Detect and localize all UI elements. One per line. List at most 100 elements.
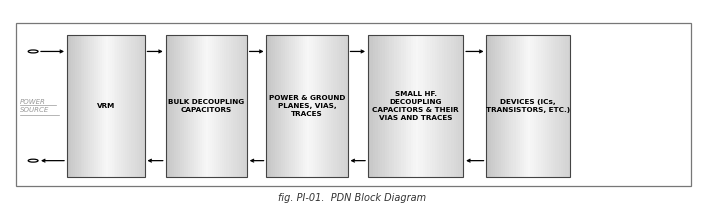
Bar — [221, 35, 223, 177]
Bar — [323, 35, 326, 177]
Bar — [333, 35, 336, 177]
Bar — [196, 35, 199, 177]
Bar — [178, 35, 180, 177]
Bar — [499, 35, 501, 177]
Bar — [442, 35, 444, 177]
Bar — [170, 35, 172, 177]
Bar — [411, 35, 414, 177]
Bar — [497, 35, 499, 177]
Bar — [121, 35, 123, 177]
Bar — [237, 35, 239, 177]
Bar — [458, 35, 461, 177]
Bar — [505, 35, 508, 177]
Bar — [486, 35, 570, 177]
Bar — [430, 35, 433, 177]
Bar — [404, 35, 406, 177]
Bar — [437, 35, 440, 177]
Bar — [108, 35, 110, 177]
Bar — [285, 35, 287, 177]
Bar — [495, 35, 497, 177]
Bar — [77, 35, 79, 177]
Bar — [392, 35, 395, 177]
Bar — [513, 35, 516, 177]
Bar — [565, 35, 568, 177]
Bar — [561, 35, 564, 177]
Bar — [321, 35, 324, 177]
Bar — [275, 35, 277, 177]
Bar — [273, 35, 275, 177]
Bar — [399, 35, 402, 177]
Bar — [451, 35, 454, 177]
Bar — [86, 35, 89, 177]
Bar — [420, 35, 423, 177]
Bar — [202, 35, 204, 177]
Bar — [141, 35, 143, 177]
Bar — [563, 35, 566, 177]
Bar — [343, 35, 346, 177]
Bar — [524, 35, 527, 177]
Bar — [491, 35, 493, 177]
Bar — [539, 35, 541, 177]
Bar — [319, 35, 321, 177]
Bar — [180, 35, 182, 177]
Bar — [401, 35, 404, 177]
Bar — [226, 35, 229, 177]
Bar — [368, 35, 463, 177]
Bar — [557, 35, 560, 177]
Bar — [67, 35, 145, 177]
Bar — [283, 35, 285, 177]
Bar — [301, 35, 303, 177]
Bar — [559, 35, 562, 177]
Bar — [530, 35, 532, 177]
Bar — [297, 35, 300, 177]
Bar — [192, 35, 195, 177]
Bar — [378, 35, 380, 177]
Bar — [446, 35, 449, 177]
Bar — [240, 35, 243, 177]
Bar — [271, 35, 273, 177]
Text: fig. PI-01.  PDN Block Diagram: fig. PI-01. PDN Block Diagram — [278, 193, 427, 203]
Bar — [299, 35, 301, 177]
Bar — [210, 35, 213, 177]
Bar — [228, 35, 231, 177]
Bar — [305, 35, 307, 177]
Bar — [548, 35, 551, 177]
Bar — [325, 35, 328, 177]
Bar — [501, 35, 503, 177]
Bar — [133, 35, 135, 177]
Bar — [131, 35, 133, 177]
Bar — [266, 35, 348, 177]
Bar — [94, 35, 97, 177]
Bar — [287, 35, 289, 177]
Bar — [184, 35, 186, 177]
Bar — [454, 35, 456, 177]
Bar — [75, 35, 77, 177]
Bar — [373, 35, 376, 177]
Bar — [166, 35, 247, 177]
Bar — [396, 35, 399, 177]
Bar — [394, 35, 397, 177]
Bar — [456, 35, 459, 177]
Bar — [517, 35, 520, 177]
Bar — [389, 35, 392, 177]
Bar — [541, 35, 543, 177]
Bar — [106, 35, 108, 177]
Bar — [278, 35, 281, 177]
Bar — [182, 35, 184, 177]
Bar — [235, 35, 237, 177]
Bar — [408, 35, 411, 177]
Bar — [79, 35, 81, 177]
Bar — [176, 35, 178, 177]
Bar — [327, 35, 330, 177]
Bar — [547, 35, 549, 177]
Bar — [137, 35, 139, 177]
Bar — [555, 35, 558, 177]
Bar — [534, 35, 537, 177]
Bar — [291, 35, 293, 177]
Bar — [509, 35, 512, 177]
Bar — [329, 35, 332, 177]
Bar — [194, 35, 197, 177]
Bar — [204, 35, 207, 177]
Bar — [104, 35, 106, 177]
Bar — [16, 23, 691, 186]
